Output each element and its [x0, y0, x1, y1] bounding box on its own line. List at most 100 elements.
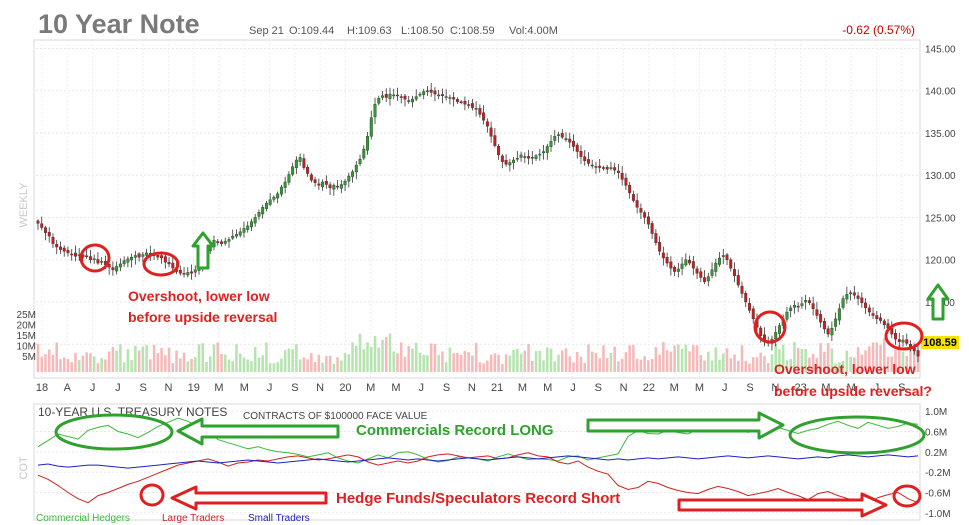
date-tick-label: S — [746, 382, 753, 394]
volume-bar — [115, 350, 118, 372]
candle-body — [515, 158, 519, 160]
volume-bar — [89, 353, 92, 372]
commercials-long-circle-right — [788, 415, 926, 455]
volume-bar — [355, 345, 358, 372]
volume-bar — [531, 360, 534, 372]
candle-body — [410, 98, 414, 103]
volume-bar — [85, 352, 88, 372]
candle-body — [583, 156, 587, 162]
candle-body — [822, 321, 826, 330]
volume-bar — [134, 345, 137, 372]
cot-annotations: Commercials Record LONG Hedge Funds/Spec… — [54, 411, 926, 518]
volume-bar — [212, 344, 216, 372]
candle-body — [444, 96, 448, 98]
date-tick-label: S — [898, 382, 905, 394]
candle-body — [590, 164, 594, 167]
candle-body — [246, 225, 250, 230]
candle-body — [437, 94, 441, 97]
candle-body — [249, 221, 253, 228]
volume-bar — [658, 354, 661, 372]
volume-bar — [643, 356, 646, 372]
volume-bar — [186, 361, 190, 372]
cot-series-line — [37, 454, 919, 469]
volume-bar — [40, 356, 44, 372]
volume-bar — [781, 344, 785, 372]
volume-bar — [444, 362, 448, 372]
candle-body — [557, 134, 560, 136]
volume-tick-label: 20M — [17, 321, 36, 332]
volume-bar — [871, 342, 875, 372]
volume-bar — [456, 353, 459, 372]
volume-bar — [399, 342, 403, 372]
volume-bar — [411, 348, 414, 372]
volume-bar — [272, 363, 276, 372]
callout-commercials-long: Commercials Record LONG — [356, 422, 554, 439]
volume-bar — [830, 348, 834, 372]
volume-bar — [710, 360, 714, 372]
volume-bar — [81, 355, 85, 372]
candle-body — [542, 151, 546, 154]
volume-bar — [474, 342, 478, 372]
volume-bar — [100, 358, 103, 372]
candle-body — [553, 136, 557, 141]
candle-body — [92, 258, 96, 261]
volume-bar — [283, 350, 287, 372]
candle-body — [223, 240, 227, 244]
volume-bar — [665, 350, 669, 372]
date-tick-label: 20 — [339, 382, 351, 394]
volume-bar — [452, 353, 455, 372]
candle-body — [343, 180, 347, 186]
volume-bar — [497, 354, 500, 372]
volume-bar — [654, 347, 658, 372]
volume-bars — [36, 333, 920, 372]
volume-tick-label: 10M — [17, 342, 36, 353]
volume-bar — [493, 353, 497, 372]
green-arrow-left — [176, 417, 340, 446]
candle-body — [721, 255, 725, 257]
cot-subtitle: CONTRACTS OF $100000 FACE VALUE — [243, 411, 428, 422]
callout-hedge-funds-short: Hedge Funds/Speculators Record Short — [336, 490, 620, 507]
candle-body — [44, 227, 47, 233]
candle-body — [216, 241, 220, 244]
volume-bar — [789, 359, 792, 372]
candle-body — [560, 133, 564, 138]
candle-body — [474, 108, 478, 110]
candle-body — [88, 256, 92, 260]
volume-bar — [149, 359, 152, 372]
date-tick-label: 22 — [643, 382, 655, 394]
cot-title: 10-YEAR U.S. TREASURY NOTES — [38, 405, 227, 419]
candle-body — [137, 253, 141, 258]
candle-body — [160, 255, 164, 259]
volume-bar — [680, 348, 684, 372]
volume-bar — [418, 352, 422, 372]
candle-body — [287, 174, 291, 183]
candle-body — [418, 93, 422, 96]
volume-bar — [811, 353, 815, 372]
volume-bar — [650, 359, 654, 372]
volume-bar — [377, 347, 381, 372]
candle-body — [654, 233, 658, 243]
candle-body — [366, 136, 370, 151]
volume-bar — [639, 359, 643, 372]
volume-bar — [429, 343, 433, 372]
volume-bar — [838, 362, 841, 372]
candle-body — [384, 94, 388, 98]
candle-body — [242, 228, 246, 233]
candle-body — [901, 339, 905, 343]
volume-bar — [340, 360, 343, 372]
volume-bar — [523, 350, 527, 372]
volume-bar — [729, 358, 733, 372]
candle-body — [800, 303, 804, 306]
price-tick-label: 135.00 — [925, 129, 956, 140]
candle-body — [321, 181, 325, 188]
volume-bar — [793, 342, 796, 372]
candle-body — [429, 89, 433, 93]
volume-bar — [216, 342, 220, 372]
candle-body — [362, 148, 366, 159]
date-tick-label: S — [291, 382, 298, 394]
candle-body — [804, 300, 808, 303]
volume-bar — [47, 349, 51, 372]
volume-bar — [325, 356, 328, 372]
overshoot-circle-1 — [79, 243, 111, 273]
cot-panel: 1.0M 0.6M 0.2M -0.2M -0.6M -1.0M 10-YEAR U.S.… — [18, 403, 951, 524]
